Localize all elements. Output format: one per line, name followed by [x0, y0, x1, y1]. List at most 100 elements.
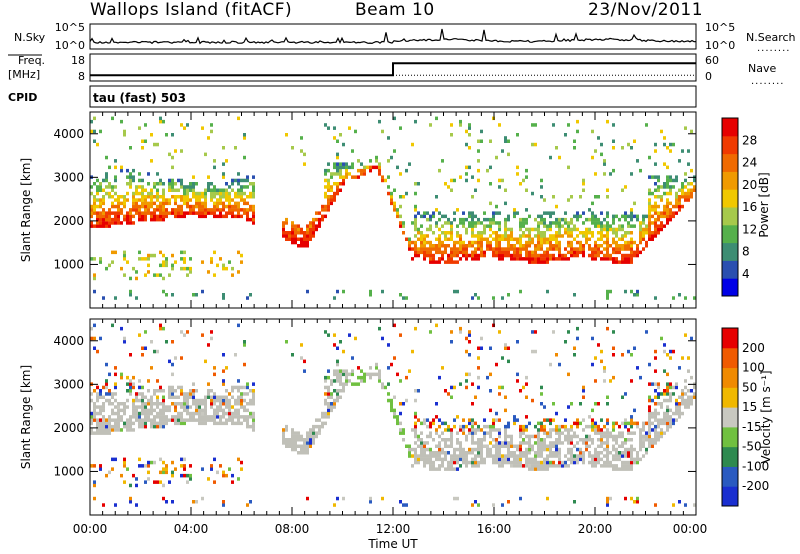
- power-cell: [180, 257, 183, 261]
- power-cell: [96, 214, 99, 219]
- power-cell: [357, 175, 360, 179]
- power-cell: [630, 172, 633, 176]
- velocity-cell: [282, 441, 285, 445]
- power-cell: [657, 204, 660, 209]
- power-cell: [336, 168, 339, 173]
- power-cell: [117, 211, 120, 215]
- power-cell: [312, 234, 315, 238]
- power-cell: [525, 217, 528, 222]
- velocity-cell: [324, 411, 327, 416]
- power-cell: [204, 198, 207, 202]
- velocity-cell: [435, 323, 438, 328]
- power-cell: [123, 257, 126, 261]
- power-cell: [654, 211, 657, 215]
- velocity-cell: [96, 418, 99, 422]
- velocity-cell: [246, 392, 249, 396]
- velocity-cell: [135, 503, 138, 507]
- velocity-cell: [246, 385, 249, 390]
- power-cell: [285, 234, 288, 238]
- velocity-cell: [195, 389, 198, 393]
- power-cell: [186, 201, 189, 206]
- power-cell: [498, 185, 501, 189]
- power-cell: [96, 185, 99, 189]
- velocity-cell: [486, 424, 489, 429]
- colorbar-segment: [722, 367, 738, 388]
- power-cell: [438, 244, 441, 248]
- power-cell: [138, 178, 141, 183]
- velocity-cell: [105, 392, 108, 396]
- power-cell: [429, 227, 432, 232]
- velocity-cell: [498, 330, 501, 334]
- velocity-cell: [588, 444, 591, 448]
- power-cell: [153, 273, 156, 277]
- velocity-cell: [192, 418, 195, 422]
- power-cell: [354, 175, 357, 179]
- velocity-cell: [420, 431, 423, 435]
- velocity-cell: [435, 402, 438, 406]
- power-cell: [498, 250, 501, 255]
- power-cell: [438, 257, 441, 261]
- power-cell: [141, 188, 144, 192]
- power-cell: [606, 296, 609, 300]
- power-cell: [489, 217, 492, 222]
- power-cell: [591, 253, 594, 258]
- colorbar-segment: [722, 407, 738, 428]
- velocity-cell: [372, 372, 375, 377]
- velocity-cell: [114, 385, 117, 390]
- power-cell: [522, 247, 525, 251]
- power-cell: [645, 240, 648, 245]
- power-cell: [240, 198, 243, 202]
- power-cell: [495, 240, 498, 245]
- power-cell: [333, 191, 336, 196]
- velocity-cell: [549, 431, 552, 435]
- velocity-cell: [600, 428, 603, 432]
- power-cell: [486, 237, 489, 241]
- velocity-cell: [156, 395, 159, 399]
- power-cell: [558, 234, 561, 238]
- power-cell: [612, 260, 615, 264]
- power-cell: [327, 188, 330, 192]
- power-cell: [507, 217, 510, 222]
- power-cell: [561, 217, 564, 222]
- power-cell: [462, 224, 465, 228]
- power-cell: [246, 185, 249, 189]
- velocity-cell: [615, 421, 618, 426]
- velocity-cell: [444, 457, 447, 462]
- velocity-cell: [171, 470, 174, 475]
- velocity-cell: [669, 408, 672, 413]
- velocity-cell: [369, 375, 372, 380]
- power-cell: [621, 253, 624, 258]
- velocity-cell: [219, 421, 222, 426]
- velocity-cell: [183, 333, 186, 337]
- power-cell: [243, 133, 246, 137]
- power-cell: [429, 250, 432, 255]
- velocity-cell: [654, 415, 657, 419]
- power-cell: [231, 204, 234, 209]
- velocity-cell: [537, 464, 540, 468]
- velocity-cell: [141, 392, 144, 396]
- velocity-cell: [408, 444, 411, 448]
- power-cell: [600, 142, 603, 147]
- velocity-cell: [207, 415, 210, 419]
- velocity-cell: [309, 438, 312, 442]
- velocity-cell: [183, 405, 186, 409]
- velocity-cell: [414, 457, 417, 462]
- velocity-cell: [306, 441, 309, 445]
- power-cell: [108, 211, 111, 215]
- power-cell: [237, 188, 240, 192]
- velocity-cell: [606, 428, 609, 432]
- power-cell: [423, 237, 426, 241]
- power-cell: [624, 217, 627, 222]
- velocity-cell: [144, 464, 147, 468]
- power-cell: [174, 149, 177, 153]
- power-cell: [588, 217, 591, 222]
- power-cell: [468, 126, 471, 130]
- power-cell: [252, 208, 255, 212]
- power-cell: [540, 178, 543, 183]
- power-cell: [291, 221, 294, 225]
- velocity-cell: [204, 359, 207, 364]
- velocity-cell: [96, 421, 99, 426]
- power-cell: [180, 204, 183, 209]
- velocity-cell: [417, 438, 420, 442]
- velocity-cell: [198, 421, 201, 426]
